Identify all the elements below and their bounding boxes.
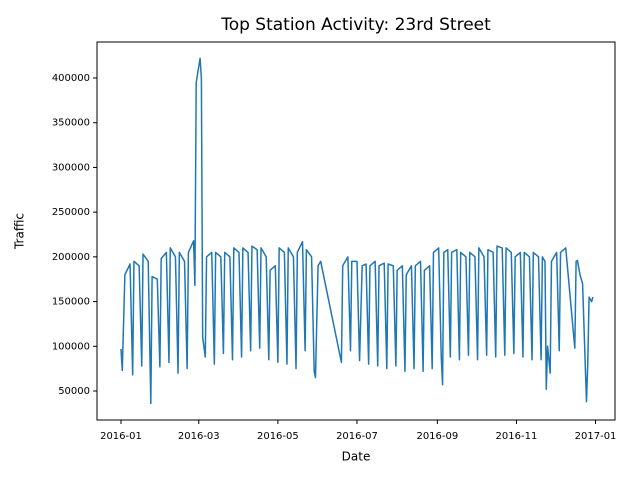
x-tick-label: 2016-11 — [496, 431, 538, 442]
x-tick-label: 2017-01 — [575, 431, 617, 442]
x-tick-label: 2016-09 — [416, 431, 458, 442]
chart-title: Top Station Activity: 23rd Street — [220, 15, 491, 35]
y-tick-label: 50000 — [58, 386, 90, 397]
y-tick-label: 100000 — [52, 341, 90, 352]
y-tick-label: 250000 — [52, 207, 90, 218]
x-tick-label: 2016-05 — [257, 431, 299, 442]
plot-frame — [96, 41, 616, 421]
x-tick-label: 2016-07 — [336, 431, 378, 442]
y-axis-label: Traffic — [13, 213, 27, 250]
y-tick-label: 150000 — [52, 297, 90, 308]
data-line — [120, 57, 594, 405]
x-axis-label: Date — [342, 450, 371, 464]
y-tick-label: 350000 — [52, 118, 90, 129]
x-tick-label: 2016-01 — [100, 431, 142, 442]
y-tick-label: 300000 — [52, 162, 90, 173]
y-tick-label: 400000 — [52, 73, 90, 84]
y-tick-label: 200000 — [52, 252, 90, 263]
x-tick-label: 2016-03 — [178, 431, 220, 442]
